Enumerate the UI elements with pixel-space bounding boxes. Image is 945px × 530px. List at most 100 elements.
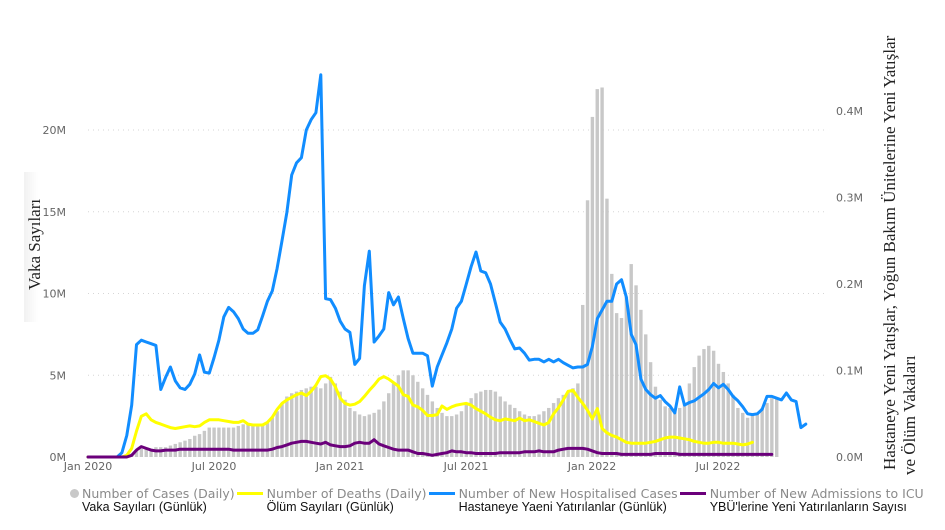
cases-bar[interactable] [469,398,473,457]
cases-bar[interactable] [493,391,498,457]
cases-bar[interactable] [454,414,459,457]
cases-bar[interactable] [353,411,357,457]
cases-bar[interactable] [687,383,692,457]
cases-bar[interactable] [585,200,590,457]
cases-bar[interactable] [309,386,313,457]
cases-bar[interactable] [251,424,255,457]
cases-bar[interactable] [716,363,721,457]
cases-bar[interactable] [571,388,575,457]
cases-bar[interactable] [682,403,687,457]
cases-bar[interactable] [639,309,643,457]
cases-bar[interactable] [484,389,488,457]
deaths-line[interactable] [86,374,754,459]
cases-bar[interactable] [629,264,633,457]
hospitalised-line[interactable] [86,73,808,459]
cases-bar[interactable] [367,414,371,457]
cases-bar[interactable] [702,349,706,457]
cases-bar[interactable] [231,427,236,457]
cases-bar[interactable] [425,394,430,457]
cases-bar[interactable] [634,285,638,457]
cases-bar[interactable] [149,448,153,457]
cases-bar[interactable] [202,430,207,457]
cases-bar[interactable] [542,411,546,457]
cases-bar[interactable] [246,424,250,457]
cases-bar[interactable] [522,414,527,457]
cases-bar[interactable] [648,362,653,457]
cases-bar[interactable] [236,425,241,457]
cases-bar[interactable] [217,427,221,457]
cases-bar[interactable] [401,370,405,457]
cases-bar[interactable] [435,407,439,457]
cases-bar[interactable] [372,412,376,457]
cases-bar[interactable] [663,406,667,457]
cases-bar[interactable] [517,411,522,457]
cases-bar[interactable] [760,407,764,457]
cases-bar[interactable] [668,407,672,457]
cases-bar[interactable] [328,376,333,457]
cases-bar[interactable] [134,450,139,457]
cases-bar[interactable] [590,116,595,458]
cases-bar[interactable] [610,273,614,457]
cases-bar[interactable] [576,383,580,457]
cases-bar[interactable] [226,427,231,457]
cases-bar[interactable] [770,398,774,457]
cases-bar[interactable] [343,399,347,457]
icu-line[interactable] [86,438,774,459]
cases-bar[interactable] [319,388,323,457]
cases-bar[interactable] [707,345,711,457]
cases-bar[interactable] [488,389,493,457]
cases-bar[interactable] [532,416,536,457]
cases-bar[interactable] [280,403,284,457]
cases-bar[interactable] [508,404,512,457]
cases-bar[interactable] [420,388,425,457]
cases-bar[interactable] [430,401,435,457]
cases-bar[interactable] [290,393,294,457]
cases-bar[interactable] [726,383,730,457]
cases-bar[interactable] [357,414,362,457]
cases-bar[interactable] [644,334,648,457]
cases-bar[interactable] [561,394,565,457]
cases-bar[interactable] [382,401,386,457]
cases-bar[interactable] [595,89,599,457]
cases-bar[interactable] [614,313,619,457]
cases-bar[interactable] [775,398,779,457]
cases-bar[interactable] [551,403,556,457]
cases-bar[interactable] [600,87,604,458]
cases-bar[interactable] [139,448,144,457]
cases-bar[interactable] [450,416,454,457]
legend-item-cases[interactable]: Number of Cases (Daily) Vaka Sayıları (G… [70,486,235,514]
cases-bar[interactable] [527,416,532,457]
cases-bar[interactable] [285,396,289,457]
cases-bar[interactable] [731,394,735,457]
cases-bar[interactable] [697,355,701,457]
cases-bar[interactable] [222,427,226,457]
cases-bar[interactable] [193,435,197,457]
cases-bar[interactable] [445,416,449,457]
cases-bar[interactable] [721,371,726,457]
cases-bar[interactable] [241,424,245,457]
cases-bar[interactable] [406,370,410,457]
cases-bar[interactable] [299,389,304,457]
cases-bar[interactable] [556,398,561,457]
cases-bar[interactable] [333,383,338,457]
cases-bar[interactable] [624,296,629,457]
cases-bar[interactable] [537,414,541,457]
cases-bar[interactable] [144,448,148,457]
cases-bar[interactable] [581,304,585,457]
cases-bar[interactable] [440,412,444,457]
cases-bar[interactable] [498,396,502,457]
cases-bar[interactable] [348,407,352,457]
cases-bar[interactable] [294,391,299,457]
cases-bar[interactable] [163,447,168,457]
cases-bar[interactable] [765,403,769,457]
cases-bar[interactable] [362,416,367,457]
cases-bar[interactable] [736,407,740,457]
cases-bar[interactable] [197,434,202,457]
cases-bar[interactable] [275,411,279,457]
cases-bar[interactable] [377,409,381,457]
cases-bar[interactable] [387,393,391,457]
cases-bar[interactable] [207,427,211,457]
cases-bar[interactable] [605,198,609,458]
cases-bar[interactable] [338,391,342,457]
cases-bar[interactable] [658,399,662,457]
